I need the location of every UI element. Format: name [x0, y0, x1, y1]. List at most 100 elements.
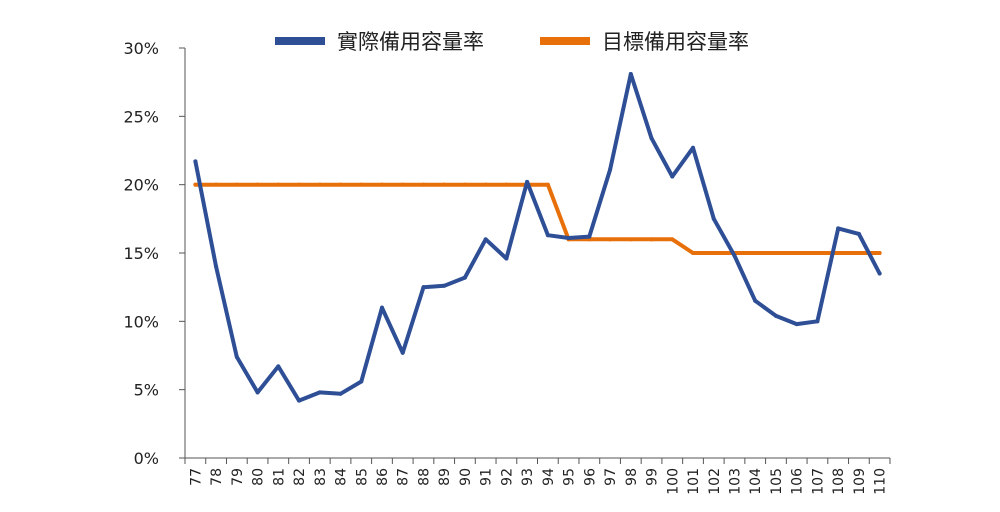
x-tick-label: 93 — [520, 468, 536, 486]
data-point-target — [691, 251, 696, 255]
data-point-target — [711, 251, 716, 255]
x-tick-label: 81 — [271, 468, 287, 486]
data-point-target — [670, 237, 675, 242]
x-tick-label: 95 — [562, 468, 578, 486]
data-point-target — [255, 182, 260, 187]
x-tick-label: 110 — [873, 468, 889, 495]
data-point-target — [442, 182, 447, 187]
x-tick-label: 82 — [292, 468, 308, 486]
data-point-target — [753, 251, 758, 255]
legend: 實際備用容量率 目標備用容量率 — [275, 26, 749, 56]
legend-label-target: 目標備用容量率 — [602, 30, 749, 54]
data-point-target — [877, 251, 882, 255]
legend-swatch-actual — [275, 37, 325, 45]
legend-item-target: 目標備用容量率 — [540, 26, 749, 56]
data-point-target — [400, 182, 405, 187]
x-tick-label: 94 — [541, 468, 557, 486]
y-tick-label: 10% — [123, 312, 159, 331]
x-tick-label: 106 — [790, 468, 806, 495]
data-point-target — [628, 237, 633, 242]
data-point-target — [421, 182, 426, 187]
x-tick-label: 78 — [209, 468, 225, 486]
x-tick-label: 92 — [499, 468, 515, 486]
data-point-target — [649, 237, 654, 242]
data-point-actual — [587, 234, 592, 239]
y-tick-label: 15% — [123, 244, 159, 263]
data-point-actual — [856, 231, 861, 236]
data-point-target — [483, 182, 488, 187]
data-point-actual — [421, 285, 426, 290]
data-point-actual — [732, 253, 737, 258]
data-point-target — [773, 251, 778, 255]
data-point-target — [193, 182, 198, 187]
x-tick-label: 100 — [665, 468, 681, 495]
y-tick-label: 30% — [123, 39, 159, 58]
data-point-target — [359, 182, 364, 187]
data-point-actual — [193, 159, 198, 164]
data-point-target — [856, 251, 861, 255]
x-tick-label: 87 — [396, 468, 412, 486]
data-point-actual — [566, 235, 571, 240]
data-point-target — [545, 182, 550, 187]
x-tick-label: 85 — [354, 468, 370, 486]
x-tick-label: 88 — [416, 468, 432, 486]
data-point-actual — [836, 226, 841, 231]
data-point-actual — [815, 319, 820, 324]
y-tick-label: 5% — [134, 381, 159, 400]
x-tick-label: 84 — [334, 468, 350, 486]
x-tick-label: 103 — [727, 468, 743, 495]
x-tick-label: 99 — [645, 468, 661, 486]
data-point-actual — [379, 305, 384, 310]
data-point-target — [338, 182, 343, 187]
data-point-target — [276, 182, 281, 187]
data-point-target — [608, 237, 613, 242]
data-point-actual — [877, 271, 882, 276]
x-tick-label: 79 — [230, 468, 246, 486]
data-point-target — [794, 251, 799, 255]
x-tick-label: 98 — [624, 468, 640, 486]
x-tick-label: 80 — [251, 468, 267, 486]
x-tick-label: 108 — [831, 468, 847, 495]
x-tick-label: 96 — [582, 468, 598, 486]
y-tick-label: 20% — [123, 176, 159, 195]
x-tick-label: 102 — [707, 468, 723, 495]
data-point-actual — [214, 264, 219, 269]
x-tick-label: 90 — [458, 468, 474, 486]
data-point-actual — [400, 350, 405, 355]
data-point-actual — [442, 283, 447, 288]
data-point-target — [317, 182, 322, 187]
x-tick-label: 107 — [810, 468, 826, 495]
x-tick-label: 83 — [313, 468, 329, 486]
data-point-target — [379, 182, 384, 187]
data-point-actual — [338, 391, 343, 396]
y-tick-label: 0% — [134, 449, 159, 468]
x-tick-label: 89 — [437, 468, 453, 486]
series-line-target — [193, 182, 882, 255]
data-point-target — [836, 251, 841, 255]
data-point-target — [214, 182, 219, 187]
data-point-actual — [234, 354, 239, 359]
x-tick-label: 109 — [852, 468, 868, 495]
data-point-target — [462, 182, 467, 187]
x-tick-label: 97 — [603, 468, 619, 486]
data-point-actual — [276, 364, 281, 369]
data-point-actual — [753, 298, 758, 303]
series-line-actual — [193, 72, 882, 403]
legend-label-actual: 實際備用容量率 — [337, 30, 484, 54]
x-tick-label: 104 — [748, 468, 764, 495]
legend-item-actual: 實際備用容量率 — [275, 26, 484, 56]
data-point-actual — [255, 390, 260, 395]
data-point-actual — [483, 237, 488, 242]
data-point-target — [815, 251, 820, 255]
data-point-actual — [670, 174, 675, 179]
data-point-actual — [608, 167, 613, 172]
data-point-actual — [545, 233, 550, 238]
x-tick-label: 101 — [686, 468, 702, 495]
data-point-actual — [359, 379, 364, 384]
data-point-target — [234, 182, 239, 187]
data-point-actual — [628, 71, 633, 76]
data-point-actual — [297, 398, 302, 403]
data-point-actual — [525, 179, 530, 184]
data-point-actual — [711, 216, 716, 221]
